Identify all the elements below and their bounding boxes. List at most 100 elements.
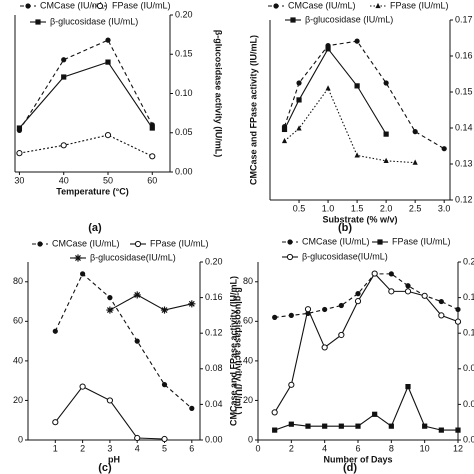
legend-marker: [25, 3, 31, 9]
marker: [16, 150, 23, 157]
marker: [16, 125, 23, 131]
legend-label: FPase (IU/mL): [150, 238, 209, 248]
marker: [412, 129, 418, 135]
y2-tick-label: 0.15: [175, 49, 193, 59]
marker: [422, 423, 428, 429]
y2-tick-label: 0.20: [205, 256, 223, 266]
x-tick-label: 60: [147, 175, 157, 185]
marker: [383, 157, 389, 163]
y2-tick-label: 0.00: [463, 434, 474, 444]
marker: [271, 409, 278, 416]
y2-tick-label: 0.05: [175, 127, 193, 137]
marker: [321, 344, 328, 351]
marker: [149, 125, 155, 131]
y2-tick-label: 0.08: [205, 363, 223, 373]
marker: [322, 306, 328, 313]
marker: [296, 125, 302, 131]
y2-tick-label: 0.04: [463, 399, 474, 409]
x-tick-label: 2: [80, 443, 85, 453]
legend-label: β-glucosidase (IU/mL): [305, 14, 393, 24]
y2-axis-label: β-glucosidase activity (IU/mL): [234, 287, 244, 415]
marker: [288, 421, 294, 427]
marker: [322, 423, 328, 429]
legend-label: FPase (IU/mL): [390, 0, 449, 10]
marker: [383, 80, 389, 86]
legend-marker: [134, 240, 142, 248]
y-tick-label: 60: [13, 316, 23, 326]
y2-tick-label: 0.00: [205, 434, 223, 444]
marker: [405, 283, 411, 289]
marker: [133, 291, 141, 299]
marker: [134, 338, 140, 344]
legend-marker: [375, 2, 381, 9]
marker: [60, 142, 67, 149]
marker: [105, 37, 111, 43]
x-tick-label: 2.0: [380, 203, 393, 213]
marker: [272, 314, 278, 320]
x-tick-label: 2.5: [409, 203, 422, 213]
y2-axis-label: β-glucosidase activity (IU/mL): [214, 30, 224, 158]
panel-label: (b): [338, 222, 352, 234]
marker: [296, 97, 302, 103]
panel-label: (d): [343, 462, 357, 474]
legend-marker: [35, 19, 41, 25]
marker: [189, 405, 195, 411]
y2-tick-label: 0.12: [455, 194, 473, 204]
marker: [404, 288, 412, 295]
marker: [106, 397, 114, 404]
marker: [438, 427, 444, 433]
marker: [354, 298, 362, 305]
x-axis-label: Temperature (°C): [56, 186, 128, 196]
x-tick-label: 30: [14, 175, 24, 185]
marker: [161, 435, 168, 443]
legend-label: β-glucosidase(IU/mL): [90, 252, 176, 262]
y2-tick-label: 0.13: [455, 158, 473, 168]
marker: [383, 131, 389, 137]
marker: [388, 288, 395, 295]
marker: [52, 419, 59, 426]
legend-label: β-glucosidase(IU/mL): [302, 251, 388, 261]
y-tick-label: 20: [13, 395, 23, 405]
series-line: [19, 134, 153, 157]
x-tick-label: 8: [389, 443, 394, 453]
y2-tick-label: 0.17: [455, 14, 473, 24]
legend-marker: [287, 239, 293, 245]
marker: [188, 300, 196, 308]
marker: [455, 306, 461, 313]
y-tick-label: 0: [18, 434, 23, 444]
marker: [438, 298, 444, 305]
marker: [454, 318, 462, 325]
legend-marker: [290, 17, 296, 23]
y2-tick-label: 0.16: [205, 292, 223, 302]
x-axis-label: Substrate (% w/v): [322, 214, 397, 224]
y-tick-label: 80: [243, 276, 253, 286]
marker: [421, 292, 428, 299]
marker: [80, 271, 86, 277]
marker: [107, 295, 113, 301]
legend-label: FPase (IU/mL): [392, 236, 451, 246]
x-axis-label: Number of Days: [323, 454, 392, 464]
marker: [149, 153, 156, 160]
marker: [281, 126, 288, 133]
marker: [355, 423, 361, 429]
marker: [281, 137, 288, 144]
y2-tick-label: 0.08: [463, 363, 474, 373]
marker: [288, 312, 294, 318]
marker: [160, 306, 169, 314]
y-tick-label: 0: [248, 434, 253, 444]
marker: [52, 328, 58, 334]
y-tick-label: 40: [243, 355, 253, 365]
x-tick-label: 1.0: [322, 203, 335, 213]
y2-tick-label: 0.00: [175, 166, 193, 176]
marker: [388, 423, 394, 429]
y-axis-label: CMCase and FPase activity (IU/mL): [228, 276, 238, 426]
marker: [288, 381, 295, 388]
y2-tick-label: 0.12: [463, 328, 474, 338]
x-tick-label: 1: [53, 443, 58, 453]
y-tick-label: 20: [243, 395, 253, 405]
marker: [372, 411, 378, 417]
marker: [354, 38, 360, 44]
marker: [61, 57, 67, 63]
x-tick-label: 0: [255, 443, 260, 453]
x-tick-label: 0.5: [293, 203, 306, 213]
